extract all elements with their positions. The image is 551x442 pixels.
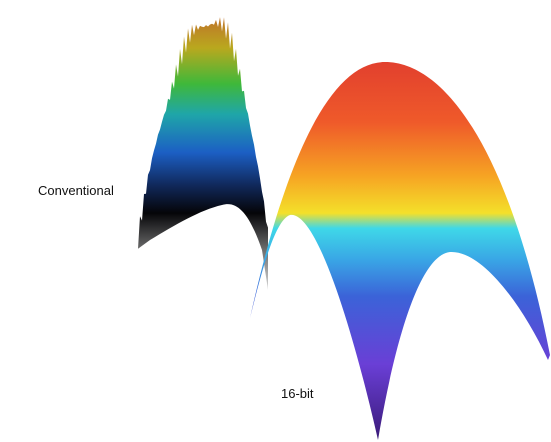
illustration: Conventional 16-bit bbox=[0, 0, 551, 442]
sixteen-bit-surface bbox=[250, 62, 550, 440]
sixteen-bit-label: 16-bit bbox=[281, 386, 314, 401]
conventional-surface bbox=[138, 17, 268, 290]
conventional-label: Conventional bbox=[38, 183, 114, 198]
